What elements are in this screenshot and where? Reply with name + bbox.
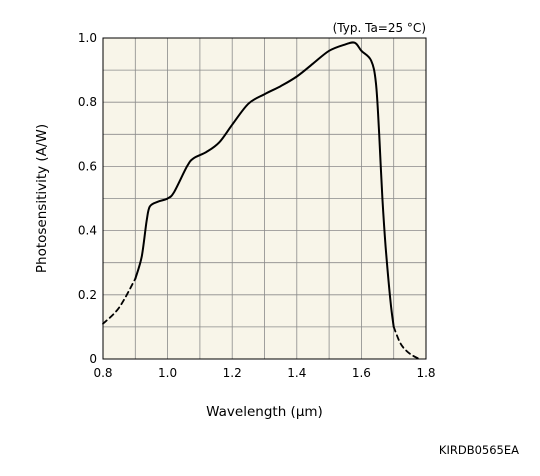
y-axis: 0 0.2 0.4 0.6 0.8 1.0 — [78, 31, 97, 366]
y-axis-title: Photosensitivity (A/W) — [34, 124, 50, 273]
x-tick-label: 1.4 — [287, 366, 306, 380]
series-line — [134, 41, 395, 328]
y-tick-label: 0.8 — [78, 95, 97, 109]
grid — [103, 38, 426, 359]
y-tick-label: 0.4 — [78, 224, 97, 238]
x-axis-title: Wavelength (μm) — [206, 404, 323, 420]
y-tick-label: 0.2 — [78, 288, 97, 302]
plot-frame — [102, 37, 427, 360]
series-line-dashed — [102, 277, 137, 325]
document-code: KIRDB0565EA — [439, 443, 519, 457]
series-line-dashed — [392, 326, 421, 360]
x-tick-label: 0.8 — [93, 366, 112, 380]
measurement-condition: (Typ. Ta=25 °C) — [333, 21, 426, 35]
y-tick-label: 1.0 — [78, 31, 97, 45]
y-tick-label: 0.6 — [78, 159, 97, 173]
x-tick-label: 1.8 — [416, 366, 435, 380]
x-tick-label: 1.2 — [223, 366, 242, 380]
series-group — [102, 41, 421, 360]
x-tick-label: 1.6 — [352, 366, 371, 380]
y-tick-label: 0 — [89, 352, 97, 366]
x-tick-label: 1.0 — [158, 366, 177, 380]
x-axis: 0.8 1.0 1.2 1.4 1.6 1.8 — [93, 366, 435, 380]
